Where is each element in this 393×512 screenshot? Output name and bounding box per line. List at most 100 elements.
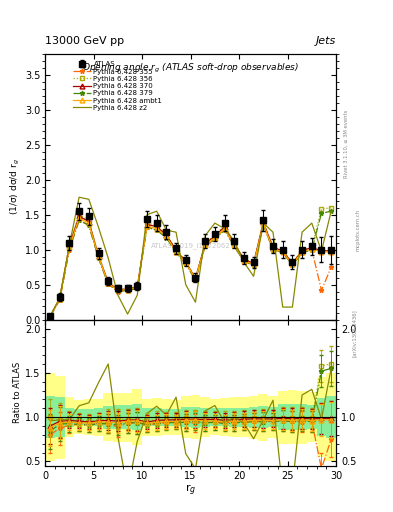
- Pythia 6.428 379: [154, 227, 159, 233]
- Bar: [162, 399, 171, 435]
- Pythia 6.428 356: [271, 244, 275, 250]
- Pythia 6.428 ambt1: [57, 295, 62, 302]
- Bar: [55, 376, 64, 459]
- Pythia 6.428 ambt1: [309, 246, 314, 252]
- Pythia 6.428 370: [125, 286, 130, 292]
- Bar: [249, 407, 259, 428]
- Pythia 6.428 z2: [67, 242, 72, 248]
- Pythia 6.428 z2: [184, 282, 188, 288]
- Bar: [45, 396, 55, 438]
- Pythia 6.428 356: [300, 247, 305, 253]
- Pythia 6.428 356: [96, 252, 101, 259]
- Pythia 6.428 356: [154, 222, 159, 228]
- Bar: [220, 408, 230, 426]
- Pythia 6.428 355: [280, 249, 285, 255]
- Pythia 6.428 379: [280, 249, 285, 255]
- Pythia 6.428 ambt1: [280, 249, 285, 255]
- Pythia 6.428 ambt1: [48, 313, 52, 319]
- Pythia 6.428 356: [213, 232, 217, 239]
- Line: Pythia 6.428 356: Pythia 6.428 356: [48, 206, 333, 318]
- Pythia 6.428 z2: [86, 196, 91, 202]
- Bar: [326, 373, 336, 461]
- Pythia 6.428 370: [57, 295, 62, 302]
- Pythia 6.428 ambt1: [232, 242, 237, 248]
- Pythia 6.428 ambt1: [145, 223, 149, 229]
- Bar: [103, 393, 113, 441]
- Pythia 6.428 379: [203, 243, 208, 249]
- Pythia 6.428 356: [184, 258, 188, 264]
- Bar: [152, 408, 162, 426]
- Pythia 6.428 z2: [329, 208, 334, 215]
- Pythia 6.428 356: [232, 240, 237, 246]
- Pythia 6.428 356: [290, 260, 295, 266]
- Pythia 6.428 355: [57, 297, 62, 303]
- Pythia 6.428 355: [48, 314, 52, 320]
- Pythia 6.428 370: [232, 240, 237, 246]
- Text: Jets: Jets: [316, 36, 336, 46]
- Pythia 6.428 ambt1: [96, 253, 101, 260]
- Pythia 6.428 ambt1: [271, 246, 275, 252]
- Pythia 6.428 379: [319, 210, 324, 217]
- Bar: [113, 393, 123, 442]
- Pythia 6.428 370: [300, 248, 305, 254]
- Pythia 6.428 ambt1: [213, 234, 217, 241]
- Pythia 6.428 355: [125, 287, 130, 293]
- Pythia 6.428 379: [135, 285, 140, 291]
- Pythia 6.428 z2: [319, 248, 324, 254]
- Bar: [123, 406, 132, 429]
- Pythia 6.428 370: [309, 245, 314, 251]
- Bar: [239, 397, 249, 437]
- Pythia 6.428 356: [77, 211, 81, 218]
- Pythia 6.428 355: [154, 227, 159, 233]
- Pythia 6.428 ambt1: [203, 242, 208, 248]
- Bar: [94, 398, 103, 436]
- Pythia 6.428 355: [232, 243, 237, 249]
- Pythia 6.428 379: [125, 287, 130, 293]
- Pythia 6.428 370: [280, 248, 285, 254]
- Pythia 6.428 356: [222, 222, 227, 228]
- Pythia 6.428 z2: [271, 229, 275, 236]
- Pythia 6.428 356: [280, 247, 285, 253]
- Pythia 6.428 z2: [164, 227, 169, 233]
- Pythia 6.428 370: [106, 280, 110, 286]
- Pythia 6.428 ambt1: [261, 221, 266, 227]
- Pythia 6.428 355: [77, 217, 81, 223]
- Pythia 6.428 ambt1: [67, 244, 72, 250]
- Pythia 6.428 356: [116, 286, 120, 292]
- Pythia 6.428 356: [309, 244, 314, 250]
- Line: Pythia 6.428 z2: Pythia 6.428 z2: [50, 197, 331, 316]
- Pythia 6.428 379: [145, 224, 149, 230]
- Bar: [74, 409, 84, 425]
- Pythia 6.428 z2: [48, 313, 52, 319]
- Pythia 6.428 379: [67, 245, 72, 251]
- Pythia 6.428 z2: [232, 238, 237, 244]
- Pythia 6.428 379: [251, 262, 256, 268]
- Pythia 6.428 355: [116, 289, 120, 295]
- Text: Opening angle r$_g$ (ATLAS soft-drop observables): Opening angle r$_g$ (ATLAS soft-drop obs…: [82, 62, 299, 75]
- Bar: [239, 408, 249, 427]
- Pythia 6.428 355: [174, 249, 178, 255]
- Pythia 6.428 z2: [77, 194, 81, 200]
- Pythia 6.428 355: [145, 224, 149, 230]
- Pythia 6.428 z2: [242, 259, 246, 265]
- Pythia 6.428 379: [57, 296, 62, 302]
- Pythia 6.428 355: [319, 287, 324, 293]
- Bar: [259, 394, 268, 441]
- Bar: [210, 409, 220, 426]
- Bar: [55, 397, 64, 437]
- Bar: [268, 396, 278, 438]
- Bar: [230, 397, 239, 437]
- Pythia 6.428 356: [251, 260, 256, 266]
- Pythia 6.428 379: [96, 255, 101, 261]
- Pythia 6.428 ambt1: [184, 259, 188, 265]
- Bar: [210, 399, 220, 435]
- Pythia 6.428 ambt1: [251, 261, 256, 267]
- Pythia 6.428 370: [96, 253, 101, 259]
- Bar: [259, 406, 268, 429]
- Pythia 6.428 z2: [116, 292, 120, 298]
- Pythia 6.428 370: [290, 260, 295, 266]
- Pythia 6.428 ambt1: [329, 249, 334, 255]
- Line: Pythia 6.428 ambt1: Pythia 6.428 ambt1: [48, 216, 334, 319]
- Pythia 6.428 z2: [174, 229, 178, 236]
- Bar: [307, 405, 317, 430]
